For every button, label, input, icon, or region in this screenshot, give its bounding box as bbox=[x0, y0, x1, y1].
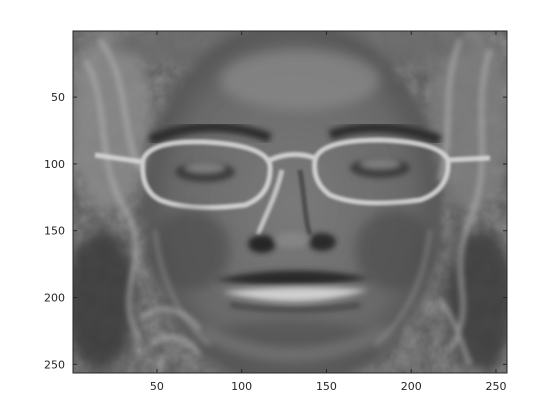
y-tick-label: 150 bbox=[44, 225, 65, 238]
x-axis-ticks: 50 100 150 200 250 bbox=[150, 31, 506, 393]
x-tick-label: 200 bbox=[401, 380, 422, 393]
x-tick-label: 50 bbox=[150, 380, 164, 393]
y-tick-label: 200 bbox=[44, 292, 65, 305]
x-tick-label: 100 bbox=[231, 380, 252, 393]
y-tick-label: 250 bbox=[44, 358, 65, 371]
x-tick-label: 250 bbox=[485, 380, 506, 393]
y-tick-label: 100 bbox=[44, 158, 65, 171]
y-axis-ticks: 50 100 150 200 250 bbox=[44, 91, 507, 371]
face-image bbox=[73, 31, 507, 373]
axes-box bbox=[72, 30, 508, 374]
x-tick-label: 150 bbox=[316, 380, 337, 393]
y-tick-label: 50 bbox=[51, 91, 65, 104]
